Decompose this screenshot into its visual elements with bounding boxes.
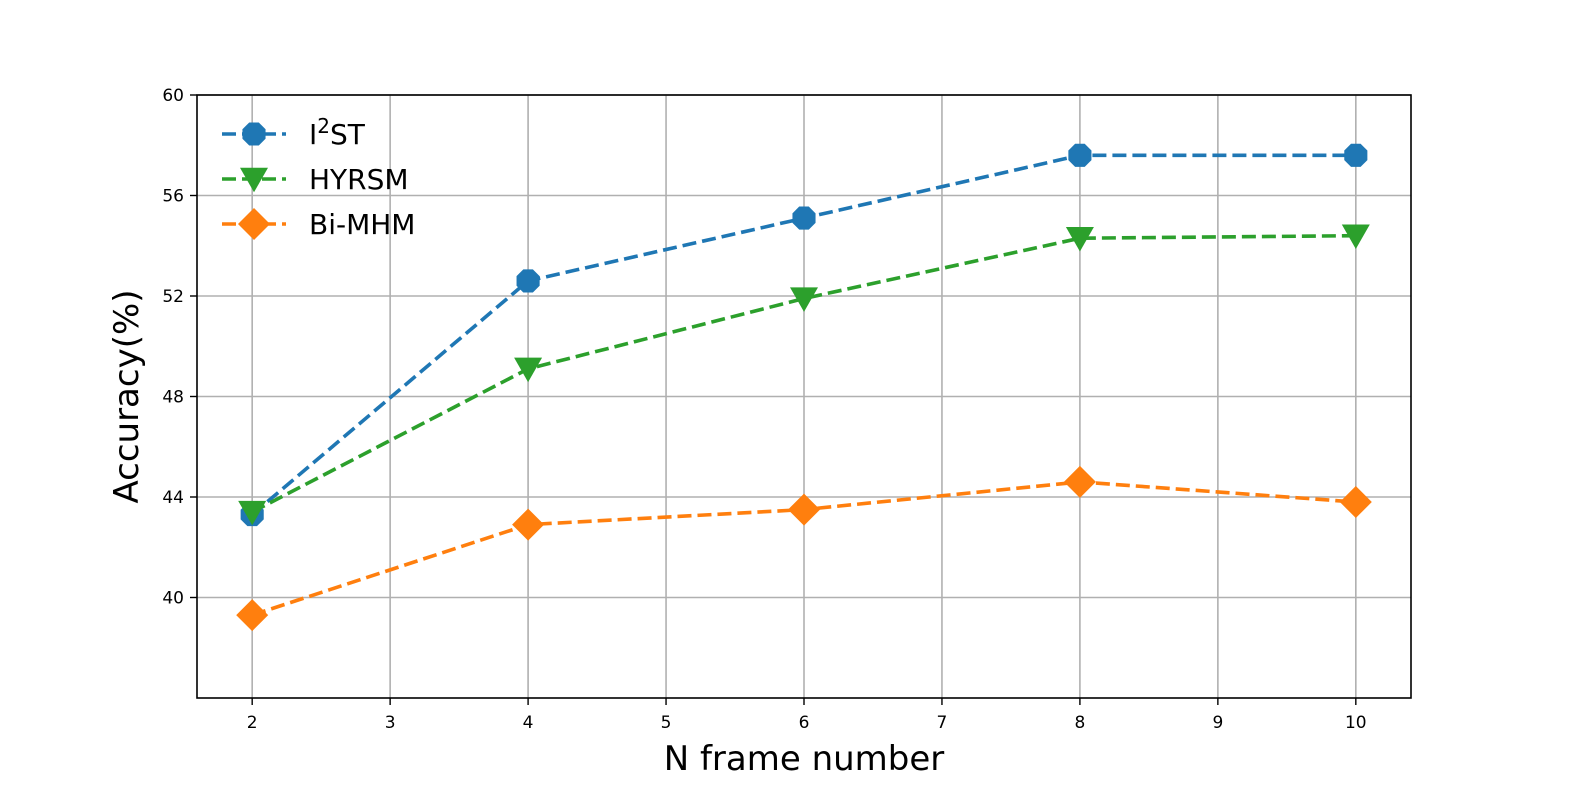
x-tick-label: 7 <box>937 713 948 733</box>
data-point-bi-mhm <box>788 493 820 526</box>
x-tick-label: 3 <box>385 713 396 733</box>
data-point-hyrsm <box>514 357 543 383</box>
x-tick-label: 8 <box>1074 713 1085 733</box>
legend-label-superscript: 2 <box>317 114 330 138</box>
data-point-hyrsm <box>790 287 818 312</box>
series-line-hyrsm <box>251 233 1356 514</box>
y-tick-label: 56 <box>162 187 184 207</box>
x-tick-label: 5 <box>661 713 672 733</box>
data-point-bi-mhm <box>1339 486 1372 519</box>
y-tick-label: 44 <box>162 488 184 508</box>
legend-label: Bi-MHM <box>309 208 415 241</box>
y-axis-title: Accuracy(%) <box>107 289 147 503</box>
data-point-i-st <box>516 269 540 293</box>
data-point-i-st <box>1344 143 1368 167</box>
legend-label-base: I <box>309 118 317 151</box>
x-axis-title: N frame number <box>664 739 945 779</box>
data-point-bi-mhm <box>236 599 269 632</box>
y-tick-label: 48 <box>162 388 184 408</box>
data-point-hyrsm <box>1065 227 1094 252</box>
data-point-bi-mhm <box>512 508 545 541</box>
x-tick-label: 10 <box>1345 713 1367 733</box>
data-point-hyrsm <box>238 500 267 526</box>
legend-label: I2ST <box>309 114 366 151</box>
legend-marker <box>242 122 266 146</box>
y-tick-label: 40 <box>162 589 184 609</box>
x-tick-label: 9 <box>1212 713 1223 733</box>
legend-label: HYRSM <box>309 163 409 196</box>
legend-label-rest: ST <box>330 118 366 151</box>
x-tick-label: 2 <box>247 713 258 733</box>
data-point-bi-mhm <box>1063 465 1096 498</box>
x-tick-label: 6 <box>799 713 810 733</box>
x-tick-label: 4 <box>523 713 534 733</box>
series-markers <box>236 143 1372 632</box>
legend-marker <box>238 208 270 240</box>
y-tick-label: 52 <box>162 287 184 307</box>
data-point-hyrsm <box>1341 224 1370 249</box>
y-tick-label: 60 <box>162 86 184 106</box>
data-point-i-st <box>1068 143 1092 167</box>
legend-marker <box>240 167 268 193</box>
legend: I2ST HYRSM Bi-MHM <box>222 114 415 241</box>
data-point-i-st <box>792 206 816 230</box>
